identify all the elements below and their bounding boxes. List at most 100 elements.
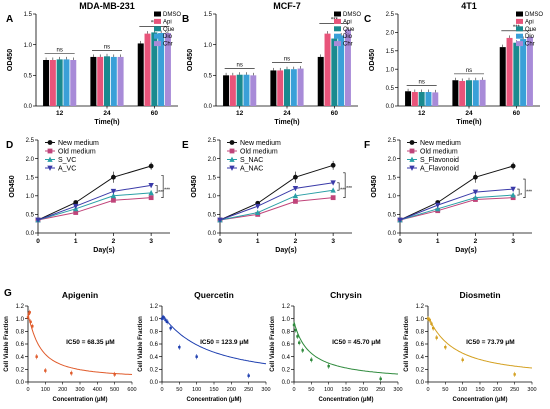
legend-label: Dio	[525, 34, 535, 40]
legend-label: Chr	[343, 42, 353, 48]
legend-label: Old medium	[240, 149, 278, 156]
panel-D: D 0.0 0.5 1.0 1.5 2.0 2.5 OD450 Day(s) 0 1 2 3 *** ***…	[6, 138, 170, 254]
y-tick-label: 0.5	[24, 74, 33, 80]
series-line-3	[37, 184, 152, 221]
y-tick-label: 0.8	[16, 330, 25, 336]
data-point	[29, 320, 32, 324]
legend-label: New medium	[240, 140, 281, 147]
y-tick-label: 0.5	[208, 213, 217, 219]
bar-chr-12	[432, 92, 439, 106]
data-point	[255, 203, 261, 210]
legend-label: Api	[525, 19, 534, 25]
data-point	[111, 197, 116, 203]
data-point	[327, 364, 330, 368]
legend-swatch-api	[334, 18, 341, 24]
significance-label: ns	[418, 79, 424, 85]
x-tick-label: 2	[294, 238, 298, 245]
x-tick-label: 200	[227, 387, 236, 393]
bar-api-60	[506, 37, 513, 106]
bar-api-12	[411, 92, 418, 106]
x-tick-label: 400	[93, 387, 102, 393]
data-point	[148, 163, 154, 169]
x-tick-label: 0	[160, 387, 163, 393]
legend-label: S_Flavonoid	[420, 157, 459, 164]
data-point	[428, 318, 431, 322]
x-tick-label: 250	[376, 387, 385, 393]
y-tick-label: 1.5	[386, 49, 395, 55]
legend-swatch-dmso	[154, 11, 161, 17]
y-tick-label: 1.5	[204, 12, 213, 18]
data-point	[111, 174, 116, 180]
bar-dmso-12	[405, 91, 412, 106]
bar-dio-60	[520, 39, 527, 106]
bar-chr-24	[117, 56, 124, 106]
data-point	[35, 355, 38, 358]
legend-swatch-que	[154, 26, 161, 32]
x-tick-label: 3	[331, 238, 335, 245]
legend-swatch-que	[516, 26, 523, 32]
legend-label: A_VC	[58, 166, 76, 173]
x-tick-label: 12	[56, 110, 64, 117]
panel-G3: Chrysin 0.0 0.2 0.4 0.6 0.8 1.0 1.2 Cell Viable …	[270, 290, 403, 403]
y-tick-label: 1.0	[24, 43, 33, 49]
x-tick-label: 0	[398, 238, 402, 245]
y-tick-label: 1.0	[208, 194, 217, 200]
panel-B: B MCF-7 0.0 0.5 1.0 1.5 OD450 Time(h) 12 ns 24 ns 60…	[182, 1, 361, 126]
bar-que-12	[56, 59, 63, 106]
bar-api-24	[97, 56, 104, 106]
bar-chr-12	[70, 60, 77, 106]
data-point	[510, 163, 516, 169]
y-tick-label: 0.5	[204, 74, 213, 80]
x-tick-label: 0	[36, 238, 40, 245]
legend-swatch-chr	[334, 41, 341, 47]
bar-chr-60	[164, 33, 171, 106]
panel-G2: Quercetin 0.0 0.2 0.4 0.6 0.8 1.0 1.2 Cell Viabl…	[138, 290, 271, 403]
y-tick-label: 2.5	[208, 138, 217, 144]
y-tick-label: 0.2	[282, 368, 291, 374]
y-tick-label: 0.5	[386, 86, 395, 92]
legend-label: Old medium	[58, 149, 96, 156]
x-tick-label: 100	[458, 387, 467, 393]
y-tick-label: 0.6	[16, 342, 25, 348]
data-point	[110, 192, 117, 199]
x-tick-label: 100	[41, 387, 50, 393]
y-tick-label: 2.0	[386, 31, 395, 37]
data-point	[444, 345, 447, 349]
x-tick-label: 500	[110, 387, 119, 393]
x-tick-label: 60	[151, 110, 159, 117]
panel-label: G	[4, 288, 12, 299]
bar-que-24	[104, 56, 110, 106]
series-line-2	[37, 192, 152, 221]
data-point	[70, 371, 73, 375]
data-point	[47, 148, 53, 154]
x-axis-label: Day(s)	[455, 247, 476, 254]
y-tick-label: 0.4	[150, 355, 159, 361]
data-point	[229, 148, 235, 154]
legend-label: Chr	[525, 42, 535, 48]
legend-label: Dio	[163, 34, 173, 40]
x-tick-label: 60	[331, 110, 339, 117]
y-tick-label: 1.5	[208, 175, 217, 181]
x-tick-label: 150	[341, 387, 350, 393]
legend-label: Chr	[163, 42, 173, 48]
y-tick-label: 1.2	[16, 304, 25, 310]
significance-label: ns	[236, 63, 242, 69]
significance-label: ns	[284, 57, 290, 63]
chart-title: Diosmetin	[459, 290, 500, 300]
x-tick-label: 300	[75, 387, 84, 393]
bar-dmso-24	[452, 80, 459, 106]
legend-swatch-dio	[154, 33, 161, 39]
y-axis-label: OD450	[369, 49, 376, 71]
x-axis-label: Concentration (μM)	[187, 397, 242, 403]
data-point	[435, 202, 441, 208]
bar-dio-60	[158, 33, 165, 106]
data-point	[409, 165, 415, 171]
data-point	[26, 316, 30, 319]
y-tick-label: 0.0	[24, 104, 33, 110]
data-point	[330, 180, 336, 186]
x-axis-label: Concentration (μM)	[319, 397, 374, 403]
bar-que-12	[418, 92, 425, 106]
significance-bracket	[517, 188, 520, 196]
panel-label: A	[6, 14, 13, 25]
data-point	[510, 195, 516, 201]
